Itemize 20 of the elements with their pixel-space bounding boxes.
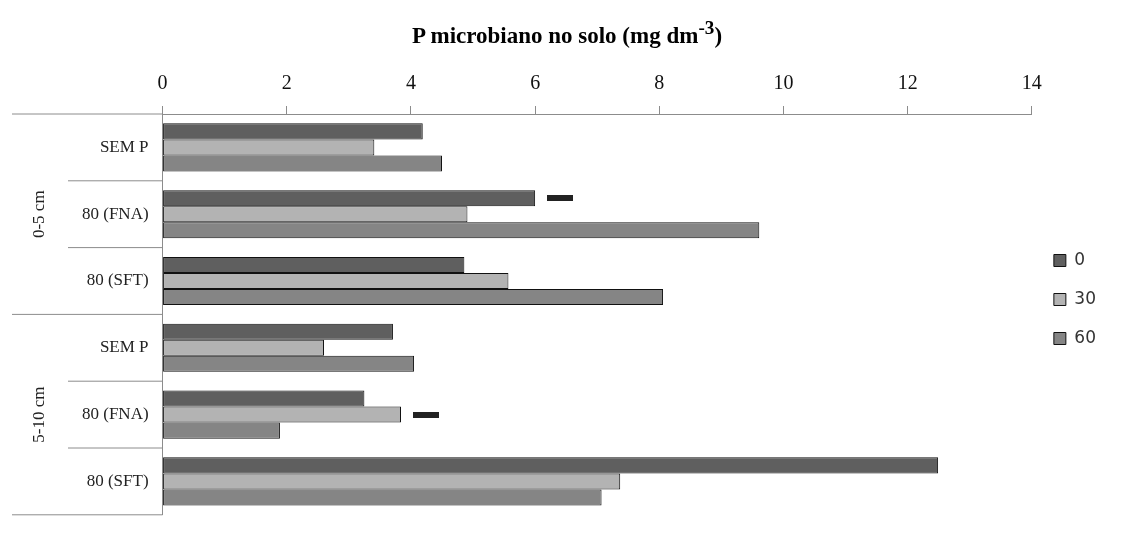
y-tick-label: SEM P — [99, 337, 149, 357]
y-tick-label: 80 (SFT) — [86, 270, 149, 290]
x-tick-label: 0 — [157, 71, 168, 94]
x-tick-label: 8 — [654, 71, 665, 94]
legend-label: 30 — [1074, 287, 1097, 308]
x-tick-label: 2 — [281, 71, 292, 94]
chart-title: P microbiano no solo (mg dm$^{-3}$) — [410, 16, 724, 50]
legend-label: 60 — [1074, 326, 1097, 347]
legend-label: 0 — [1074, 248, 1086, 269]
y-tick-label: 80 (SFT) — [86, 470, 149, 490]
x-tick-label: 6 — [530, 71, 541, 94]
text: 0-5 cm — [29, 190, 49, 239]
y-tick-label: SEM P — [99, 136, 149, 156]
x-tick-label: 4 — [405, 71, 416, 94]
x-tick-label: 10 — [773, 71, 794, 94]
y-tick-label: 80 (FNA) — [81, 404, 149, 424]
x-tick-label: 14 — [1021, 71, 1042, 94]
text: 5-10 cm — [29, 386, 49, 443]
y-tick-label: 80 (FNA) — [81, 203, 149, 223]
x-tick-label: 12 — [897, 71, 918, 94]
